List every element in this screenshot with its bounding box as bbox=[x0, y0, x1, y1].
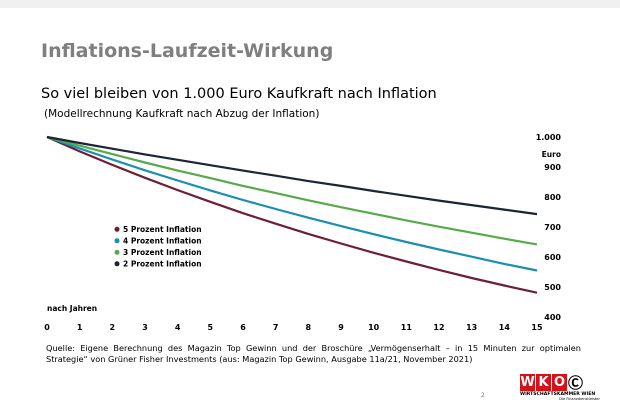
legend-entry-1: 5 Prozent Inflation bbox=[123, 225, 202, 234]
logo-mark-icon: Ⓒ bbox=[568, 374, 584, 392]
x-tick-label: 7 bbox=[273, 323, 279, 332]
top-band bbox=[0, 0, 620, 8]
y-tick-label: 600 bbox=[544, 253, 561, 262]
x-tick-label: 15 bbox=[531, 323, 543, 332]
x-tick-label: 1 bbox=[77, 323, 83, 332]
y-tick-label: 400 bbox=[544, 313, 561, 322]
y-axis-label: Euro bbox=[542, 150, 561, 159]
x-axis-label: nach Jahren bbox=[47, 304, 97, 313]
chart-subtitle: So viel bleiben von 1.000 Euro Kaufkraft… bbox=[41, 86, 437, 102]
y-tick-label: 1.000 bbox=[536, 133, 562, 142]
legend-entry-4: 2 Prozent Inflation bbox=[123, 260, 202, 269]
legend-marker-3 bbox=[114, 249, 120, 255]
legend-entry-3: 3 Prozent Inflation bbox=[123, 248, 202, 257]
wko-logo: W K O Ⓒ WIRTSCHAFTSKAMMER WIEN Die Finan… bbox=[520, 374, 600, 408]
x-tick-label: 11 bbox=[401, 323, 413, 332]
legend-marker-4 bbox=[114, 261, 120, 267]
logo-letter-k: K bbox=[536, 374, 551, 391]
x-tick-label: 3 bbox=[142, 323, 148, 332]
x-tick-label: 9 bbox=[338, 323, 344, 332]
logo-tagline: Die Finanzdienstleister bbox=[559, 397, 600, 401]
x-tick-label: 0 bbox=[44, 323, 50, 332]
logo-letter-w: W bbox=[520, 374, 535, 391]
x-tick-label: 6 bbox=[240, 323, 246, 332]
y-tick-label: 900 bbox=[544, 163, 561, 172]
source-note: Quelle: Eigene Berechnung des Magazin To… bbox=[46, 343, 581, 364]
logo-letter-o: O bbox=[552, 374, 567, 391]
y-tick-label: 800 bbox=[544, 193, 561, 202]
series-line-1 bbox=[46, 135, 538, 294]
x-tick-label: 14 bbox=[499, 323, 511, 332]
logo-org-name: WIRTSCHAFTSKAMMER WIEN bbox=[520, 392, 596, 397]
page-number: 2 bbox=[481, 392, 485, 399]
legend-marker-2 bbox=[114, 238, 120, 244]
x-tick-label: 5 bbox=[208, 323, 214, 332]
y-tick-label: 500 bbox=[544, 283, 561, 292]
series-line-3 bbox=[46, 135, 538, 246]
x-tick-label: 13 bbox=[466, 323, 477, 332]
series-line-4 bbox=[46, 135, 538, 216]
x-tick-label: 2 bbox=[110, 323, 116, 332]
x-tick-label: 10 bbox=[368, 323, 380, 332]
y-tick-label: 700 bbox=[544, 223, 561, 232]
chart-note: (Modellrechnung Kaufkraft nach Abzug der… bbox=[44, 108, 320, 120]
legend-marker-1 bbox=[114, 226, 120, 232]
series-line-2 bbox=[46, 135, 538, 272]
x-tick-label: 4 bbox=[175, 323, 181, 332]
x-tick-label: 12 bbox=[433, 323, 444, 332]
legend-entry-2: 4 Prozent Inflation bbox=[123, 237, 202, 246]
page-title: Inflations-Laufzeit-Wirkung bbox=[41, 40, 334, 62]
x-tick-label: 8 bbox=[306, 323, 312, 332]
